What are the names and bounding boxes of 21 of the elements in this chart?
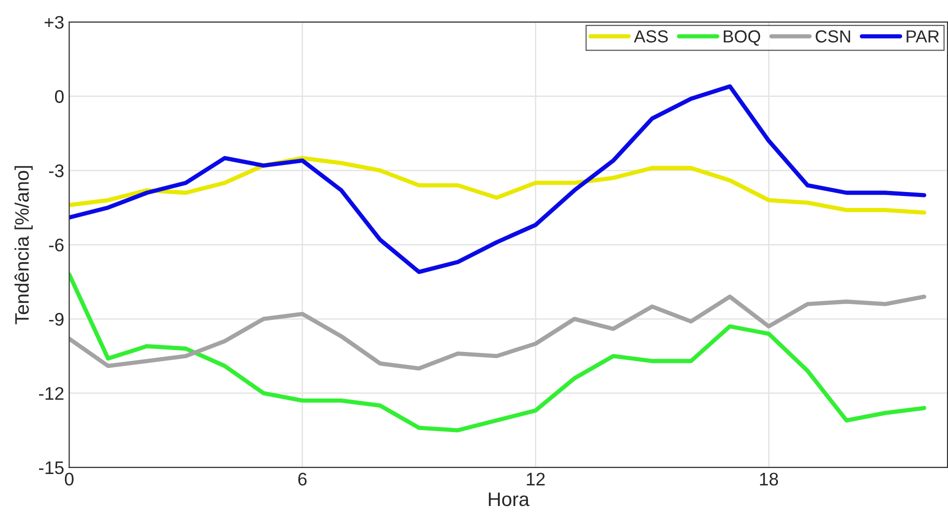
line-series [69, 272, 926, 432]
x-tick-label: 18 [760, 472, 778, 486]
line-series [69, 156, 926, 215]
y-tick-label: +3 [44, 16, 64, 29]
x-axis-title: Hora [488, 492, 530, 506]
y-axis-title: Tendência [%/ano] [14, 166, 33, 324]
y-tick-label: -12 [39, 387, 64, 400]
y-tick-label: 0 [55, 90, 64, 103]
y-tick-label: -15 [39, 462, 64, 474]
x-tick-label: 12 [526, 472, 545, 486]
legend-label: PAR [906, 30, 939, 42]
y-tick-label: -6 [49, 238, 64, 252]
y-tick-label: -9 [49, 312, 64, 326]
line-series [69, 84, 926, 274]
y-tick-label: -3 [49, 164, 64, 178]
x-tick-label: 6 [298, 472, 307, 486]
legend-label: BOQ [724, 30, 760, 46]
line-series [69, 294, 926, 371]
x-tick-label: 0 [64, 472, 74, 486]
legend-label: CSN [816, 30, 850, 43]
legend-label: ASS [634, 30, 668, 43]
